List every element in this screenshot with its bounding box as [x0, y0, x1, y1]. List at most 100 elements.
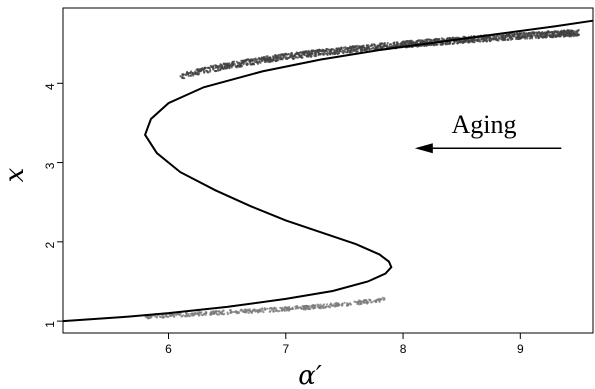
scatter-point	[349, 47, 353, 50]
scatter-point	[473, 39, 476, 42]
scatter-point	[314, 306, 317, 309]
scatter-point	[356, 50, 359, 53]
scatter-point	[217, 313, 221, 316]
scatter-point	[381, 296, 384, 299]
scatter-point	[546, 31, 549, 34]
scatter-point	[301, 50, 304, 53]
scatter-point	[534, 35, 537, 38]
scatter-point	[266, 307, 269, 310]
scatter-point	[407, 40, 410, 43]
scatter-point	[300, 307, 303, 310]
scatter-point	[257, 56, 261, 60]
scatter-point	[374, 46, 377, 49]
scatter-point	[268, 310, 271, 313]
scatter-point	[423, 44, 426, 47]
scatter-point	[357, 47, 361, 50]
scatter-point	[425, 38, 428, 41]
scatter-point	[264, 308, 267, 311]
y-tick-label: 2	[43, 242, 57, 249]
scatter-point	[346, 51, 349, 54]
scatter-point	[471, 40, 474, 43]
scatter-point	[542, 33, 545, 36]
scatter-point	[253, 60, 257, 63]
scatter-point	[389, 43, 392, 46]
scatter-point	[359, 45, 363, 48]
scatter-point	[514, 37, 518, 41]
scatter-point	[247, 311, 250, 315]
scatter-point	[560, 33, 563, 36]
scatter-point	[296, 56, 299, 59]
scatter-point	[306, 52, 309, 55]
tick-layer: 6 7 8 9 1 2 3 4	[43, 82, 524, 356]
scatter-point	[370, 300, 374, 304]
scatter-point	[235, 310, 238, 313]
scatter-point	[275, 59, 278, 62]
scatter-point	[300, 54, 303, 57]
scatter-point	[179, 75, 182, 78]
scatter-point	[254, 57, 257, 60]
scatter-point	[214, 69, 217, 73]
scatter-point	[341, 302, 344, 306]
scatter-point	[559, 35, 562, 38]
scatter-point	[518, 37, 522, 40]
scatter-point	[261, 59, 264, 63]
scatter-point	[510, 37, 514, 41]
scatter-point	[178, 313, 182, 317]
x-tick-label: 7	[282, 342, 289, 356]
scatter-point	[503, 38, 507, 41]
scatter-point	[412, 41, 415, 44]
x-tick-label: 8	[400, 342, 407, 356]
scatter-point	[535, 31, 538, 34]
scatter-point	[239, 309, 242, 312]
scatter-point	[340, 47, 343, 50]
x-axis-title: α′	[298, 361, 322, 389]
scatter-point	[421, 41, 424, 44]
scatter-point	[354, 300, 357, 304]
scatter-point	[291, 57, 294, 60]
scatter-point	[159, 315, 162, 319]
scatter-point	[269, 58, 272, 61]
scatter-point	[275, 309, 278, 312]
scatter-point	[504, 35, 507, 39]
scatter-point	[492, 38, 495, 41]
scatter-point	[335, 304, 338, 307]
scatter-point	[272, 310, 275, 313]
scatter-point	[198, 311, 202, 314]
scatter-point	[302, 306, 306, 309]
y-tick-label: 4	[43, 83, 57, 90]
scatter-point	[313, 50, 316, 53]
scatter-point	[533, 32, 536, 35]
scatter-point	[477, 37, 480, 40]
scatter-point	[191, 314, 194, 317]
scatter-point	[225, 64, 228, 67]
scatter-point	[231, 64, 235, 67]
scatter-point	[438, 37, 441, 41]
scatter-point	[216, 312, 219, 316]
scatter-point	[419, 39, 422, 42]
scatter-point	[386, 43, 389, 47]
scatter-point	[218, 66, 221, 69]
scatter-point	[409, 40, 413, 44]
scatter-point	[476, 39, 479, 42]
scatter-point	[299, 51, 303, 54]
scatter-point	[445, 43, 448, 46]
scatter-point	[249, 58, 252, 61]
scatter-point	[570, 31, 573, 35]
scatter-point	[324, 305, 327, 308]
scatter-point	[481, 40, 485, 43]
scatter-point	[344, 46, 347, 49]
scatter-point	[490, 39, 493, 42]
scatter-point	[314, 54, 318, 58]
scatter-point	[537, 36, 540, 39]
scatter-point	[223, 312, 226, 316]
scatter-point	[324, 52, 328, 55]
scatter-point	[172, 313, 175, 317]
scatter-point	[252, 58, 255, 61]
scatter-point	[333, 302, 336, 306]
scatter-point	[554, 35, 557, 38]
scatter-point	[275, 58, 278, 61]
scatter-point	[439, 43, 442, 46]
scatter-point	[511, 35, 514, 38]
scatter-point	[498, 37, 501, 40]
